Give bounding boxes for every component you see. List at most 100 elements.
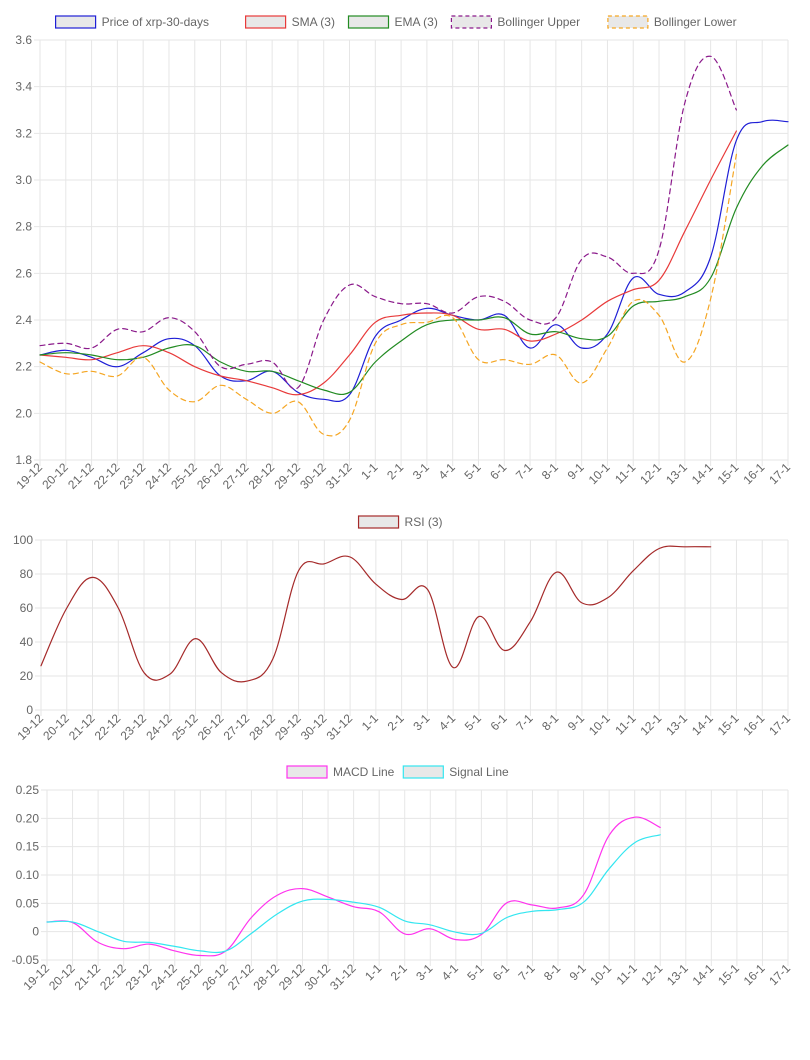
x-tick-label: 10-1 [586,460,613,487]
x-tick-label: 16-1 [740,460,767,487]
series-line-macd-line [46,816,661,957]
legend-item-rsi-3[interactable]: RSI (3) [357,515,443,529]
y-tick-label: -0.05 [12,953,40,967]
x-tick-label: 10-1 [587,961,614,988]
legend-label: Signal Line [449,765,509,779]
y-tick-label: 2.6 [15,266,32,280]
legend-label: MACD Line [333,765,395,779]
legend-item-macd-line[interactable]: MACD Line [286,765,395,779]
x-tick-label: 26-12 [199,961,231,993]
x-tick-label: 11-1 [614,961,640,987]
series-lines [46,816,661,957]
x-tick-label: 24-12 [143,711,175,743]
legend: MACD Line Signal Line [286,765,509,779]
x-tick-label: 31-12 [324,711,356,743]
legend-label: Bollinger Lower [654,15,737,29]
x-tick-label: 16-1 [741,961,768,988]
y-tick-label: 40 [20,635,34,649]
series-lines [39,55,789,437]
x-tick-label: 30-12 [298,711,330,743]
x-tick-label: 23-12 [123,961,155,993]
x-tick-label: 4-1 [436,460,458,482]
y-tick-label: 3.4 [15,80,32,94]
x-tick-label: 23-12 [118,711,150,743]
x-tick-label: 27-12 [221,711,253,743]
legend-item-bollinger-lower[interactable]: Bollinger Lower [607,15,737,29]
legend: Price of xrp-30-days SMA (3) EMA (3) Bollin… [54,15,737,29]
x-tick-label: 17-1 [766,460,793,487]
x-tick-label: 9-1 [567,961,589,983]
x-tick-label: 3-1 [410,711,432,733]
legend-label: RSI (3) [405,515,443,529]
series-line-bollinger-upper [39,55,737,390]
x-tick-label: 5-1 [461,460,483,482]
x-tick-label: 25-12 [174,961,206,993]
y-tick-label: 0.25 [16,783,40,797]
y-tick-label: 2.8 [15,220,32,234]
x-tick-label: 15-1 [715,711,742,738]
x-tick-label: 27-12 [225,961,257,993]
x-tick-label: 13-1 [663,460,690,487]
x-tick-label: 6-1 [490,961,512,983]
x-tick-label: 7-1 [513,711,535,733]
x-tick-label: 17-1 [766,961,793,988]
x-tick-label: 1-1 [358,460,380,482]
x-tick-label: 2-1 [385,711,407,733]
legend: RSI (3) [357,515,443,529]
x-tick-label: 10-1 [586,711,613,738]
legend-label: Price of xrp-30-days [102,15,209,29]
x-tick-label: 3-1 [413,961,435,983]
legend-item-ema-3[interactable]: EMA (3) [347,15,438,29]
series-line-ema-3 [39,144,789,395]
x-tick-label: 27-12 [220,460,252,492]
y-tick-label: 20 [20,669,34,683]
series-lines [40,545,712,683]
series-line-bollinger-lower [39,153,737,437]
x-tick-label: 5-1 [464,961,486,983]
x-tick-label: 8-1 [539,460,561,482]
x-tick-label: 28-12 [246,711,278,743]
x-tick-label: 19-12 [15,711,47,743]
legend-swatch [357,515,400,529]
legend-swatch [607,15,649,29]
x-tick-label: 11-1 [612,711,638,737]
y-tick-label: 100 [13,533,33,547]
x-tick-label: 9-1 [565,711,587,733]
x-tick-label: 22-12 [97,961,129,993]
x-tick-label: 17-1 [766,711,793,738]
y-tick-label: 0 [32,925,39,939]
x-tick-label: 8-1 [539,711,561,733]
x-tick-label: 12-1 [638,961,665,988]
x-tick-label: 31-12 [323,460,355,492]
legend-item-signal-line[interactable]: Signal Line [402,765,509,779]
x-tick-label: 14-1 [689,711,716,738]
x-tick-label: 22-12 [92,711,124,743]
x-tick-label: 23-12 [117,460,149,492]
legend-label: EMA (3) [395,15,438,29]
x-tick-label: 7-1 [515,961,537,983]
rsi-chart: RSI (3) 0 20 40 60 80 100 19-1220-1221-1222-1… [13,515,793,743]
y-tick-label: 2.4 [15,313,32,327]
x-tick-label: 4-1 [439,961,461,983]
y-axis-ticks: 0 20 40 60 80 100 [13,533,33,717]
x-tick-label: 9-1 [565,460,587,482]
x-tick-label: 21-12 [72,961,104,993]
x-tick-label: 14-1 [689,460,716,487]
y-tick-label: 0.20 [16,811,40,825]
x-tick-label: 8-1 [541,961,563,983]
legend-item-price-of-xrp-30-days[interactable]: Price of xrp-30-days [54,15,209,29]
x-tick-label: 22-12 [91,460,123,492]
series-line-sma-3 [39,130,737,396]
y-tick-label: 2.0 [15,406,32,420]
x-tick-label: 12-1 [637,460,664,487]
y-tick-label: 0.10 [16,868,40,882]
legend-swatch [245,15,287,29]
x-tick-label: 15-1 [715,961,742,988]
x-tick-label: 13-1 [664,961,691,988]
x-tick-label: 2-1 [388,961,410,983]
x-tick-label: 1-1 [362,961,384,983]
legend-item-sma-3[interactable]: SMA (3) [245,15,335,29]
x-tick-label: 11-1 [612,460,638,486]
x-tick-label: 7-1 [513,460,535,482]
legend-item-bollinger-upper[interactable]: Bollinger Upper [450,15,580,29]
